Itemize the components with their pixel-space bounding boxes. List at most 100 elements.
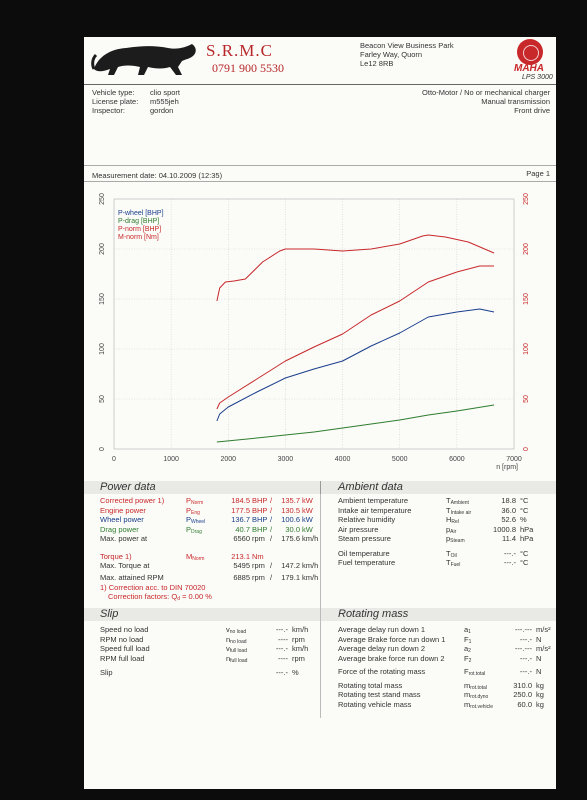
ambient-row-unit: °C	[520, 558, 529, 567]
torque-at-rpm-unit: rpm	[252, 561, 265, 570]
x-tick-label: 0	[112, 456, 116, 463]
legend-entry-1: P-drag [BHP]	[118, 218, 159, 225]
dyno-report-sheet: S.R.M.C 0791 900 5530 Beacon View Busine…	[84, 37, 556, 789]
address-line-2: Farley Way, Quorn	[360, 50, 423, 59]
power-row-value: 177.5	[231, 505, 250, 515]
power-row-value: 136.7	[231, 515, 250, 524]
ambient-row-unit: hPa	[520, 534, 534, 543]
vehicle-type-label: Vehicle type:	[92, 88, 135, 97]
chart-tick-labels: 0 1000 2000 3000 4000 5000 6000 700005010015020…	[99, 193, 530, 471]
slip-row-label: RPM full load	[100, 653, 145, 663]
chart-legend: P-wheel [BHP]P-drag [BHP]P-norm [BHP]M-n…	[118, 210, 164, 241]
ambient-row-value: 11.4	[501, 534, 516, 543]
power-row-unit: rpm	[252, 534, 265, 543]
slip-row-value: ---.-	[275, 644, 288, 653]
maha-seal-icon	[517, 39, 543, 65]
ambient-row-unit: °C	[520, 548, 529, 558]
slip-row-symbol: vfull load	[226, 644, 247, 654]
power-torque-chart: 0 1000 2000 3000 4000 5000 6000 700005010015020…	[99, 193, 530, 471]
slip-row-unit: km/h	[292, 644, 309, 653]
power-row-slash: /	[270, 515, 273, 524]
mass-row-label: Rotating test stand mass	[338, 690, 421, 699]
power-row-value-2: 130.5	[281, 505, 300, 515]
mass-row-unit: kg	[536, 690, 544, 699]
y-right-tick-label: 50	[523, 395, 530, 403]
y-left-tick-label: 150	[99, 293, 106, 305]
x-tick-label: 3000	[278, 456, 294, 463]
slip-row-unit: %	[292, 668, 299, 677]
ambient-row-symbol: pAir	[446, 524, 457, 535]
mass-row-symbol: a1	[464, 625, 471, 635]
torque-at-label: Max. Torque at	[100, 561, 150, 570]
mass-row-symbol: F1	[464, 634, 472, 645]
brand-name: MAHA	[514, 63, 544, 74]
ambient-row-value: 18.8	[501, 496, 516, 505]
mass-row-symbol: a2	[464, 644, 471, 654]
max-rpm-label: Max. attained RPM	[100, 573, 164, 582]
power-row-slash: /	[270, 496, 273, 505]
engine-type: Otto-Motor / No or mechanical charger	[422, 88, 550, 97]
slip-row-value: ----	[278, 634, 288, 644]
chart-grid	[113, 198, 515, 450]
x-tick-label: 7000	[506, 456, 522, 463]
power-row-symbol: PDrag	[186, 524, 202, 535]
power-row-label: Corrected power 1)	[100, 496, 165, 505]
x-tick-label: 4000	[335, 456, 351, 463]
power-row-label: Max. power at	[100, 534, 148, 543]
ambient-row-symbol: TOil	[446, 548, 457, 559]
ambient-row-symbol: pSteam	[446, 534, 465, 544]
company-phone: 0791 900 5530	[212, 61, 284, 75]
ambient-row-symbol: TAmbient	[446, 496, 469, 506]
panther-logo-icon	[91, 44, 196, 75]
power-row-unit-2: km/h	[302, 534, 319, 543]
ambient-row-value: ---.-	[503, 558, 516, 567]
drive-type: Front drive	[514, 106, 550, 115]
ambient-row-symbol: TIntake air	[446, 505, 472, 516]
power-row-value-2: 100.6	[281, 515, 300, 524]
power-row-label: Engine power	[100, 505, 146, 515]
mass-row-symbol: mrot.dyno	[464, 690, 489, 700]
power-row-unit: BHP	[252, 524, 268, 534]
mass-row-symbol: Frot.total	[464, 667, 486, 677]
max-rpm-speed: 179.1	[281, 573, 300, 582]
ambient-row-symbol: TFuel	[446, 558, 461, 568]
mass-row-label: Force of the rotating mass	[338, 667, 426, 676]
mass-row-value: 250.0	[513, 690, 532, 699]
mass-row-value: ---.-	[519, 653, 532, 663]
max-rpm-unit: rpm	[252, 573, 265, 582]
power-row-value-2: 135.7	[281, 496, 300, 505]
ambient-row-value: 1000.8	[493, 524, 516, 534]
y-right-tick-label: 100	[523, 343, 530, 355]
ambient-row-value: ---.-	[503, 548, 516, 558]
ambient-row-unit: %	[520, 515, 527, 524]
x-tick-label: 5000	[392, 456, 408, 463]
power-row-unit: BHP	[252, 505, 268, 515]
ambient-row-symbol: HRel	[446, 515, 459, 525]
slip-row-label: Slip	[100, 668, 113, 677]
mass-row-value: 310.0	[513, 680, 532, 690]
max-rpm-slash: /	[270, 573, 273, 582]
measurement-date: Measurement date: 04.10.2009 (12:35)	[92, 171, 223, 180]
torque-label: Torque 1)	[100, 552, 132, 561]
bar-divider	[320, 481, 321, 494]
mass-row-value: ---.---	[514, 644, 532, 653]
x-tick-label: 6000	[449, 456, 465, 463]
series-line-1	[216, 404, 495, 443]
mass-row-unit: N	[536, 653, 542, 663]
mass-row-symbol: mrot.total	[464, 680, 487, 691]
power-row-slash: /	[270, 534, 273, 543]
slip-row-symbol: nfull load	[226, 653, 248, 664]
y-left-tick-label: 0	[99, 447, 106, 451]
ambient-data-title: Ambient data	[338, 481, 403, 493]
address-line-1: Beacon View Business Park	[360, 41, 454, 50]
mass-row-unit: m/s²	[536, 644, 551, 653]
mass-row-label: Rotating total mass	[338, 680, 403, 690]
y-right-tick-label: 250	[523, 193, 530, 205]
x-tick-label: 2000	[220, 456, 236, 463]
mass-row-value: ---.-	[519, 667, 532, 676]
chart-series	[216, 234, 495, 443]
ambient-row-value: 52.6	[501, 515, 516, 524]
power-row-slash: /	[270, 505, 273, 515]
ambient-row-label: Air pressure	[338, 524, 379, 534]
max-rpm-speed-unit: km/h	[302, 573, 319, 582]
